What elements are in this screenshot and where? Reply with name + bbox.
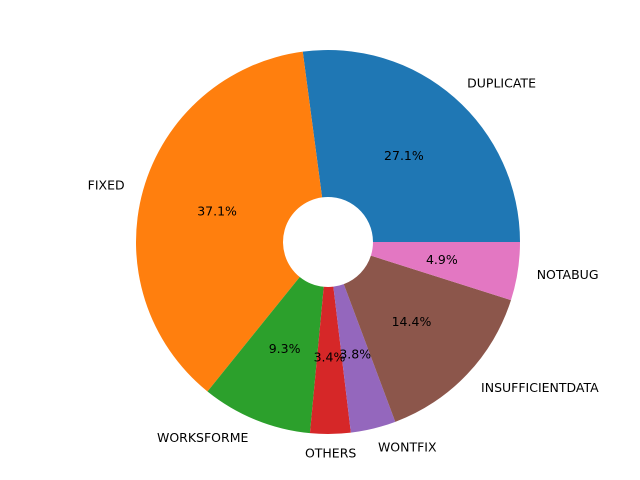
slice-others (309, 286, 351, 434)
slice-fixed (136, 51, 323, 392)
slice-percent-wontfix: 3.8% (339, 346, 371, 361)
slice-label-others: OTHERS (305, 446, 356, 461)
slice-label-wontfix: WONTFIX (378, 440, 437, 455)
slice-insufficientdata (343, 255, 511, 422)
slice-percent-others: 3.4% (314, 350, 346, 365)
slice-percent-notabug: 4.9% (426, 252, 458, 267)
slice-notabug (370, 242, 520, 301)
slice-percent-fixed: 37.1% (197, 203, 237, 218)
slice-label-insufficientdata: INSUFFICIENTDATA (481, 380, 599, 395)
slice-percent-insufficientdata: 14.4% (392, 314, 432, 329)
slice-wontfix (333, 284, 396, 433)
labels: DUPLICATE 27.1% FIXED 37.1% WORKSFORME 9.3% OT… (88, 76, 600, 461)
slice-label-duplicate: DUPLICATE (467, 76, 536, 91)
slices (136, 50, 520, 434)
slice-label-fixed: FIXED (88, 177, 125, 192)
slice-worksforme (207, 277, 324, 434)
slice-label-worksforme: WORKSFORME (157, 430, 249, 445)
slice-duplicate (302, 50, 520, 242)
slice-percent-duplicate: 27.1% (384, 148, 424, 163)
slice-label-notabug: NOTABUG (537, 267, 599, 282)
slice-percent-worksforme: 9.3% (269, 341, 301, 356)
